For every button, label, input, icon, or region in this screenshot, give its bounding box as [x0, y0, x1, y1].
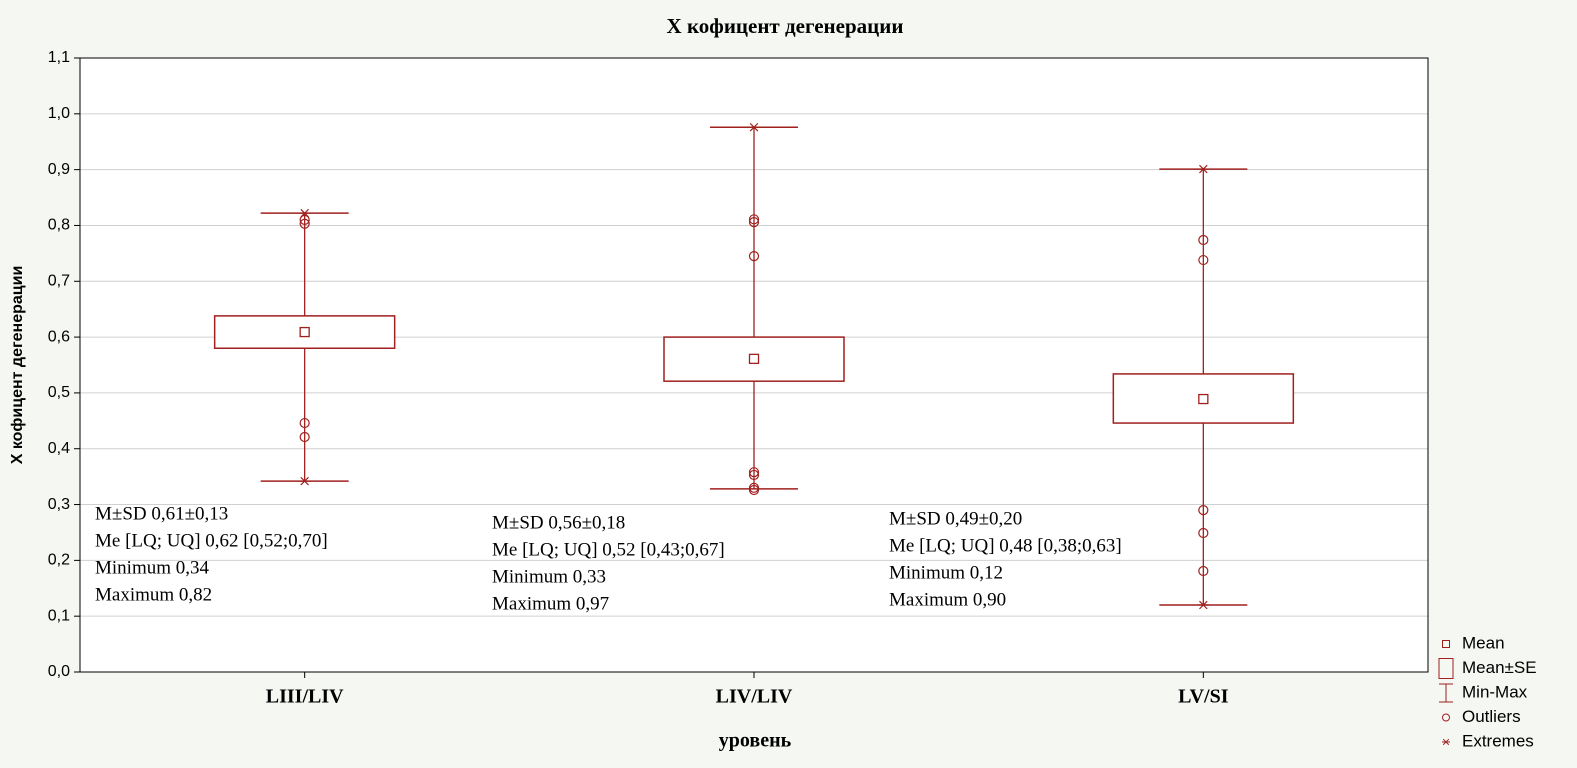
mean-marker	[748, 353, 760, 365]
outlier	[748, 217, 760, 228]
y-tick-label: 0,0	[48, 663, 70, 680]
legend-label: Extremes	[1462, 731, 1534, 750]
outlier	[748, 469, 760, 481]
outlier	[748, 467, 760, 478]
se-box	[213, 315, 396, 350]
outlier	[1198, 527, 1209, 539]
annotation: Minimum 0,33	[492, 566, 606, 587]
annotation: Maximum 0,82	[95, 584, 212, 605]
y-tick-label: 0,5	[48, 384, 70, 401]
y-tick-label: 1,0	[48, 105, 70, 122]
y-tick-label: 0,8	[48, 217, 70, 234]
legend-symbol	[1438, 658, 1454, 679]
legend-label: Min-Max	[1462, 682, 1528, 701]
annotation: Maximum 0,90	[889, 589, 1006, 610]
chart-title: X кофицент дегенерации	[667, 14, 904, 38]
x-axis-label: уровень	[719, 730, 792, 752]
legend-symbol	[1439, 683, 1453, 703]
se-box	[663, 336, 845, 382]
outlier	[299, 431, 310, 443]
outlier	[299, 214, 310, 225]
extreme	[299, 208, 311, 218]
se-box	[1112, 373, 1295, 424]
annotation: Me [LQ; UQ] 0,52 [0,43;0,67]	[492, 539, 725, 560]
extreme	[299, 476, 311, 486]
legend-label: Mean±SE	[1462, 658, 1537, 677]
outlier	[299, 218, 310, 229]
annotation: M±SD 0,49±0,20	[889, 508, 1022, 529]
x-tick-label: LIV/LIV	[716, 686, 793, 708]
y-tick-label: 0,9	[48, 161, 70, 178]
mean-marker	[299, 326, 310, 338]
annotation: Me [LQ; UQ] 0,48 [0,38;0,63]	[889, 535, 1122, 556]
extreme	[1197, 164, 1209, 174]
y-tick-label: 0,1	[48, 607, 70, 624]
outlier	[748, 251, 760, 262]
annotation: Me [LQ; UQ] 0,62 [0,52;0,70]	[95, 530, 328, 551]
y-tick-label: 1,1	[48, 49, 70, 66]
legend-label: Mean	[1462, 633, 1505, 652]
y-tick-label: 0,6	[48, 328, 70, 345]
legend-label: Outliers	[1462, 707, 1521, 726]
extreme	[748, 122, 760, 132]
annotation: M±SD 0,61±0,13	[95, 503, 228, 524]
outlier	[748, 484, 760, 496]
x-tick-label: LV/SI	[1178, 686, 1229, 708]
y-tick-label: 0,7	[48, 272, 70, 289]
mean-marker	[1198, 393, 1209, 405]
y-tick-label: 0,2	[48, 552, 70, 569]
extreme	[1197, 600, 1209, 610]
annotation: Minimum 0,34	[95, 557, 210, 578]
outlier	[748, 214, 760, 225]
outlier	[1198, 565, 1209, 577]
annotation: Maximum 0,97	[492, 593, 609, 614]
legend-symbol	[1442, 640, 1450, 648]
outlier	[299, 417, 310, 429]
y-axis-label: X кофицент дегенерации	[9, 266, 26, 465]
legend-symbol	[1442, 738, 1450, 746]
outlier	[1198, 234, 1209, 246]
y-tick-label: 0,4	[48, 440, 70, 457]
y-tick-label: 0,3	[48, 496, 70, 513]
annotation: M±SD 0,56±0,18	[492, 512, 625, 533]
legend-symbol	[1442, 713, 1450, 722]
outlier	[1198, 254, 1209, 266]
annotation: Minimum 0,12	[889, 562, 1003, 583]
x-tick-label: LIII/LIV	[266, 686, 344, 708]
outlier	[1198, 505, 1209, 516]
